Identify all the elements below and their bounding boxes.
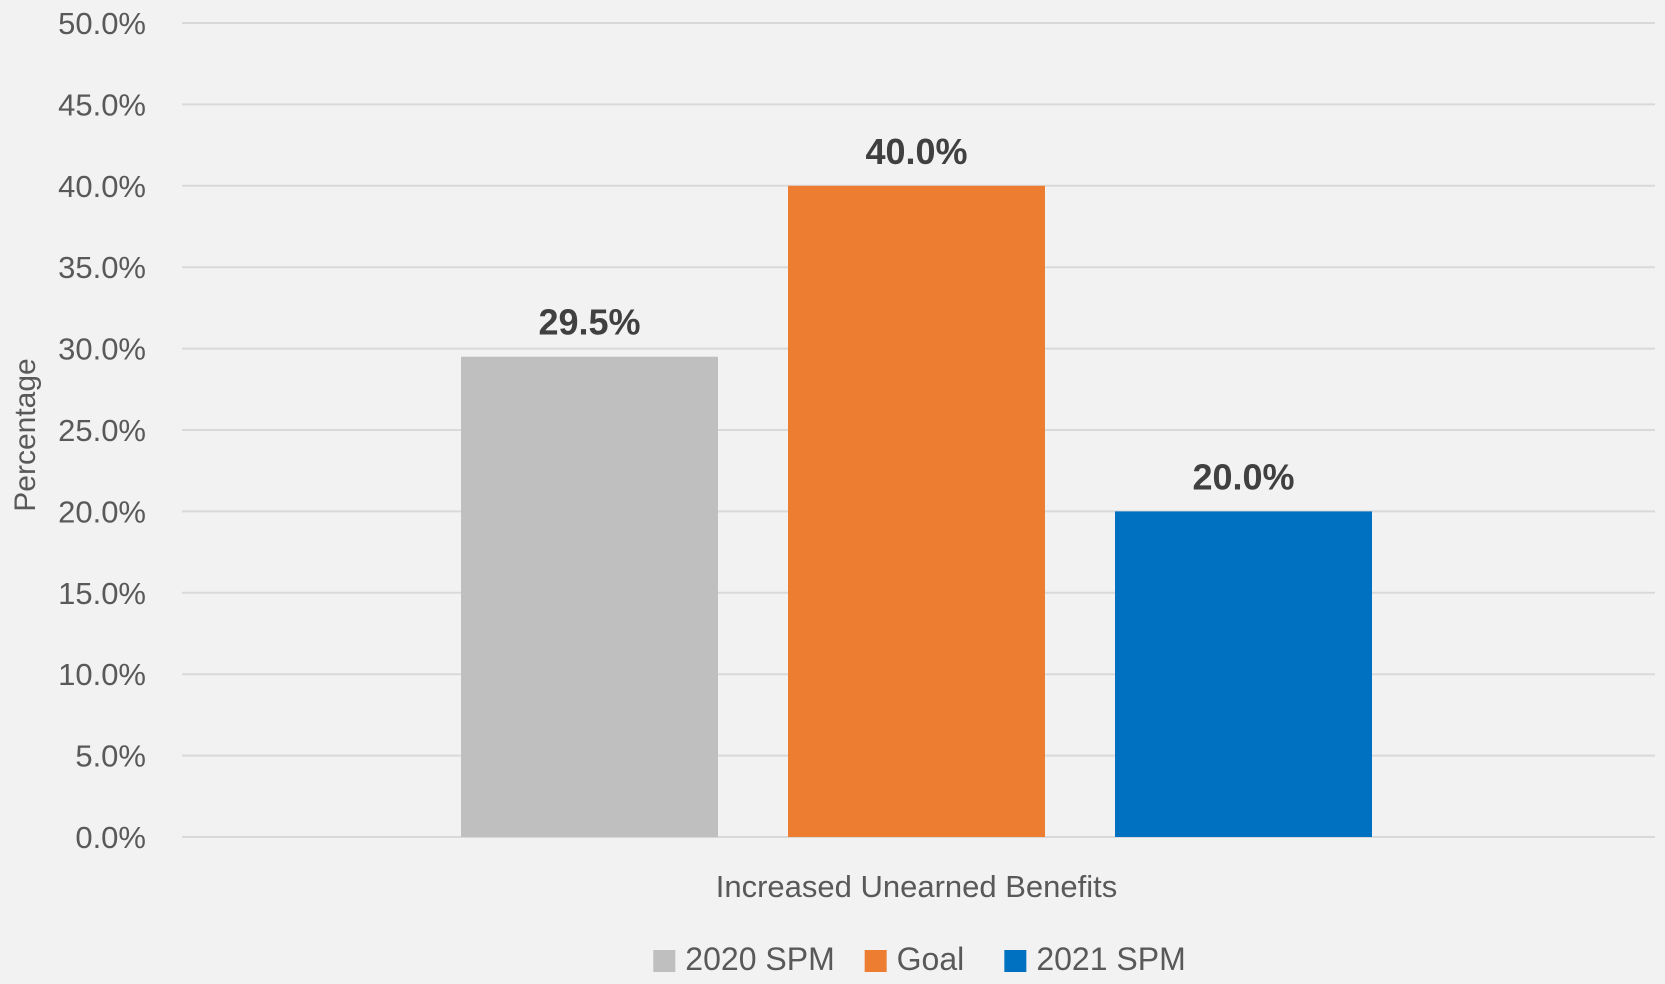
legend-swatch [1004,950,1027,972]
data-labels: 29.5% 40.0% 20.0% [538,131,1294,498]
y-tick-label: 15.0% [58,576,146,611]
legend-swatch [864,950,887,972]
legend-label: 2020 SPM [685,941,834,977]
y-axis-ticks: 0.0% 5.0% 10.0% 15.0% 20.0% 25.0% 30.0% 35.0% 40… [58,6,146,855]
y-tick-label: 20.0% [58,494,146,529]
y-tick-label: 30.0% [58,332,146,367]
y-tick-label: 35.0% [58,250,146,285]
data-label: 29.5% [538,302,640,343]
bar-2020-spm [461,356,718,837]
y-tick-label: 0.0% [75,820,146,855]
data-label: 20.0% [1192,456,1294,497]
y-tick-label: 50.0% [58,6,146,41]
bar-goal [788,185,1045,838]
y-tick-label: 10.0% [58,657,146,692]
legend: 2020 SPM Goal 2021 SPM [653,941,1186,977]
bar-2021-spm [1115,511,1372,837]
y-axis-title: Percentage [9,358,42,511]
y-tick-label: 40.0% [58,169,146,204]
x-category-label: Increased Unearned Benefits [716,869,1118,904]
y-tick-label: 45.0% [58,87,146,122]
y-tick-label: 5.0% [75,739,146,774]
legend-label: 2021 SPM [1036,941,1185,977]
data-label: 40.0% [865,131,967,172]
bars [461,185,1372,838]
legend-swatch [653,950,676,972]
legend-label: Goal [897,941,965,977]
y-tick-label: 25.0% [58,413,146,448]
